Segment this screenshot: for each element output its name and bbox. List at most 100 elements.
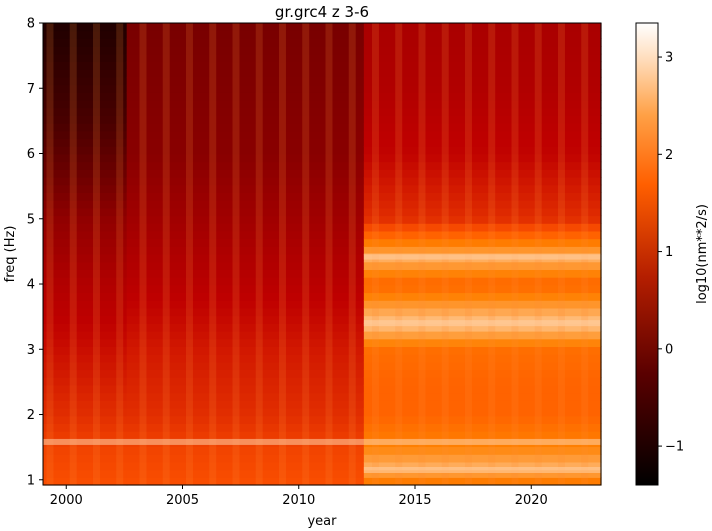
heatmap-cell: [43, 107, 128, 116]
heatmap-cell: [363, 400, 602, 409]
heatmap-cell: [126, 384, 365, 394]
heatmap-cell: [126, 61, 365, 70]
heatmap-cell: [43, 469, 128, 478]
bright-band: [43, 438, 601, 445]
heatmap-cell: [43, 153, 128, 163]
heatmap-cell: [363, 423, 602, 432]
colorbar-tick-label: 3: [665, 51, 673, 66]
heatmap-cell: [126, 269, 365, 278]
heatmap-cell: [363, 292, 602, 301]
heatmap-cell: [43, 238, 128, 247]
heatmap-cell: [126, 423, 365, 432]
heatmap-cell: [363, 38, 602, 47]
seasonal-stripe: [232, 23, 240, 485]
heatmap-cell: [363, 269, 602, 278]
heatmap-cell: [363, 215, 602, 224]
heatmap-cell: [43, 223, 128, 232]
heatmap-cell: [43, 400, 128, 409]
x-tick-label: 2015: [398, 493, 431, 508]
heatmap-cell: [43, 461, 128, 471]
heatmap-cell: [43, 408, 128, 417]
heatmap-cell: [126, 346, 365, 355]
y-tick-label: 1: [27, 473, 35, 488]
heatmap-cell: [126, 230, 365, 240]
y-tick-label: 8: [27, 17, 35, 32]
heatmap-cell: [363, 53, 602, 63]
heatmap-cell: [363, 415, 602, 424]
heatmap-cell: [43, 446, 128, 455]
colorbar-tick-label: −1: [665, 440, 684, 455]
heatmap-cell: [363, 130, 602, 140]
colorbar-label: log10(nm**2/s): [695, 204, 710, 304]
seasonal-stripe: [185, 23, 193, 485]
heatmap-cell: [43, 331, 128, 340]
heatmap-cell: [43, 392, 128, 401]
heatmap-cell: [126, 30, 365, 39]
heatmap-cell: [126, 53, 365, 63]
heatmap-cell: [43, 369, 128, 378]
heatmap-cell: [363, 169, 602, 178]
heatmap-cell: [126, 38, 365, 47]
heatmap-cell: [363, 446, 602, 455]
heatmap-cell: [363, 354, 602, 363]
heatmap-cell: [363, 61, 602, 70]
heatmap-cell: [43, 477, 128, 486]
bright-band: [363, 466, 601, 473]
seasonal-stripe: [325, 23, 333, 485]
heatmap-cell: [43, 76, 128, 86]
colorbar-tick-label: 1: [665, 245, 673, 260]
heatmap-cell: [363, 100, 602, 109]
heatmap-cell: [363, 384, 602, 394]
heatmap-cell: [363, 153, 602, 163]
heatmap-cell: [43, 130, 128, 140]
heatmap-cell: [126, 315, 365, 324]
heatmap-cell: [363, 92, 602, 101]
heatmap-cell: [126, 161, 365, 170]
chart-title: gr.grc4 z 3-6: [275, 3, 369, 21]
heatmap-cell: [43, 23, 128, 32]
heatmap-cell: [363, 369, 602, 378]
heatmap-cell: [126, 215, 365, 224]
x-tick-label: 2005: [166, 493, 199, 508]
seasonal-stripe: [278, 23, 286, 485]
heatmap-cell: [126, 400, 365, 409]
heatmap-cell: [43, 346, 128, 355]
heatmap-cell: [363, 123, 602, 132]
heatmap-cell: [126, 46, 365, 55]
y-tick-label: 3: [27, 343, 35, 358]
y-tick-label: 6: [27, 147, 35, 162]
heatmap-cell: [126, 454, 365, 463]
heatmap-cell: [43, 207, 128, 217]
heatmap-cell: [126, 169, 365, 178]
heatmap-cell: [126, 461, 365, 471]
heatmap-cell: [43, 284, 128, 294]
seasonal-stripe: [139, 23, 147, 485]
heatmap-cell: [43, 338, 128, 347]
heatmap-cell: [126, 246, 365, 255]
heatmap-cell: [126, 115, 365, 124]
heatmap-cell: [43, 361, 128, 371]
heatmap-cell: [43, 123, 128, 132]
heatmap-cell: [43, 377, 128, 386]
heatmap-cell: [363, 230, 602, 240]
seasonal-stripe: [302, 23, 310, 485]
heatmap-cell: [363, 238, 602, 247]
heatmap-cell: [126, 200, 365, 209]
plot-frame: [42, 22, 602, 486]
x-tick-label: 2000: [50, 493, 83, 508]
heatmap-cell: [363, 431, 602, 440]
heatmap-cell: [126, 123, 365, 132]
heatmap-cell: [126, 261, 365, 270]
heatmap-cell: [43, 254, 128, 263]
x-tick-label: 2010: [282, 493, 315, 508]
heatmap-cell: [363, 300, 602, 309]
heatmap-cell: [363, 331, 602, 340]
heatmap-cell: [363, 69, 602, 78]
heatmap-cell: [363, 307, 602, 317]
heatmap-cell: [43, 246, 128, 255]
heatmap-cell: [43, 161, 128, 170]
x-axis-ticks: 2000 2005 2010 2015 2020: [50, 485, 548, 508]
heatmap-cell: [363, 246, 602, 255]
heatmap-area: [43, 23, 602, 486]
heatmap-cell: [43, 323, 128, 332]
